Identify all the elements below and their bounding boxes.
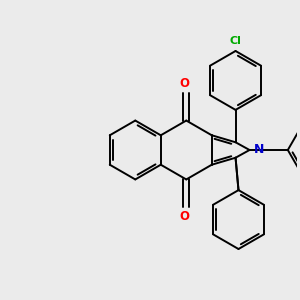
Text: O: O bbox=[180, 210, 190, 223]
Text: N: N bbox=[254, 143, 264, 157]
Text: Cl: Cl bbox=[230, 36, 242, 46]
Text: O: O bbox=[180, 77, 190, 90]
